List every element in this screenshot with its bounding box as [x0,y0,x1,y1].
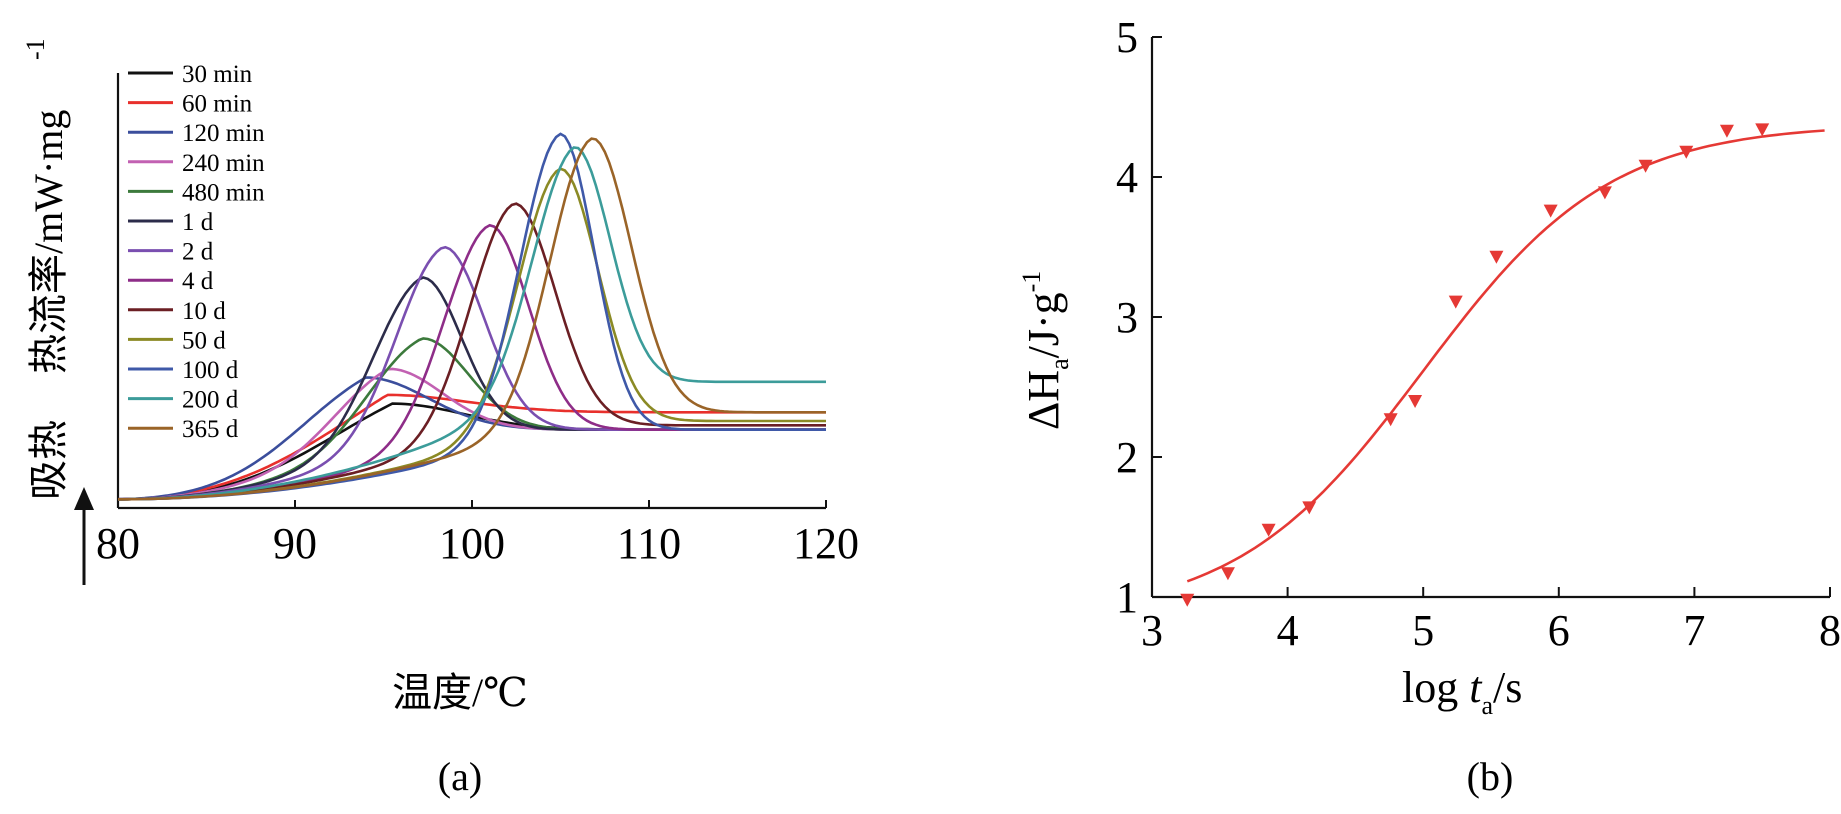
series-curve-200-d [118,146,826,501]
data-point [1719,124,1734,138]
fit-curve [1186,129,1825,583]
data-point [1220,567,1235,581]
panel-a-x-label: 温度/℃ [392,670,528,715]
legend-label: 30 min [182,61,253,88]
data-point [1180,593,1195,607]
panel-a-x-tick-label: 110 [617,519,681,568]
data-point [1543,204,1558,218]
data-point [1302,501,1317,515]
panel-b-x-tick-label: 5 [1412,606,1434,655]
legend-label: 480 min [182,179,265,206]
panel-a-caption: (a) [438,754,482,799]
panel-a-x-tick-label: 120 [793,519,859,568]
data-point [1597,186,1612,200]
panel-b-x-label: log ta/s [1402,663,1522,720]
legend-label: 240 min [182,150,265,177]
series-curve-365-d [118,137,826,501]
data-point [1679,145,1694,159]
panel-b-x-tick-label: 7 [1683,606,1705,655]
data-point [1261,523,1276,537]
legend-label: 10 d [182,298,226,325]
panel-b-x-tick-label: 4 [1277,606,1299,655]
legend-label: 200 d [182,387,239,414]
panel-b: 3 4 5 6 7 8 1 2 3 4 5 ΔHa/J·g-1 log ta/s (b) [1017,13,1841,799]
legend-label: 50 d [182,327,226,354]
endotherm-arrow [74,487,94,585]
legend-label: 120 min [182,120,265,147]
y-axis-exponent: -1 [21,38,50,60]
svg-text:ΔHa/J·g-1: ΔHa/J·g-1 [1017,271,1074,430]
panel-a-x-tick-label: 90 [273,519,317,568]
panel-a-y-label: 吸热 热流率/mW·mg -1 [21,38,71,500]
panel-b-y-tick-label: 4 [1116,153,1138,202]
data-point [1383,413,1398,427]
panel-b-y-label: ΔHa/J·g-1 [1017,271,1074,430]
legend-label: 100 d [182,357,239,384]
panel-a-x-tick-label: 100 [439,519,505,568]
data-point [1489,250,1504,264]
panel-b-y-tick-label: 2 [1116,433,1138,482]
panel-b-points [1180,123,1770,607]
panel-b-caption: (b) [1467,754,1514,799]
panel-a-curves [117,132,826,501]
legend-label: 2 d [182,239,214,266]
panel-b-x-tick-label: 8 [1819,606,1841,655]
y-axis-title: 热流率/mW·mg [26,110,71,374]
panel-a-x-tick-label: 80 [96,519,140,568]
data-point [1638,159,1653,173]
panel-b-x-tick-label: 3 [1141,606,1163,655]
legend-label: 1 d [182,209,214,236]
data-point [1408,395,1423,408]
panel-b-y-tick-label: 5 [1116,13,1138,62]
svg-text:log ta/s: log ta/s [1402,663,1522,720]
panel-b-x-tick-label: 6 [1548,606,1570,655]
series-curve-60-min [118,393,826,501]
panel-b-y-tick-label: 1 [1116,573,1138,622]
panel-b-y-tick-label: 3 [1116,293,1138,342]
panel-a-x-ticks: 80 90 100 110 120 [96,500,859,568]
panel-b-fit-curve [1186,129,1825,583]
panel-b-ticks: 3 4 5 6 7 8 1 2 3 4 5 [1116,13,1841,655]
legend-label: 60 min [182,91,253,118]
data-point [1755,123,1770,137]
endotherm-label: 吸热 [26,420,71,500]
data-point [1448,295,1463,309]
legend-label: 4 d [182,268,214,295]
legend-label: 365 d [182,416,239,443]
